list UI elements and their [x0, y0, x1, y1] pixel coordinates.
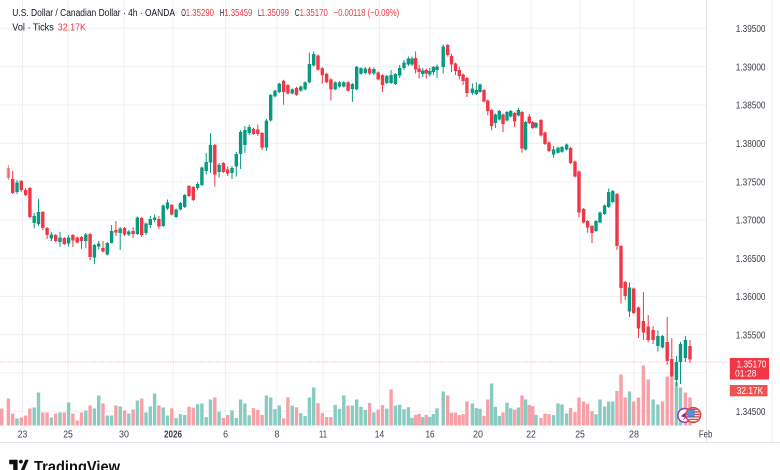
svg-text:11: 11 [319, 430, 327, 441]
svg-text:1.39000: 1.39000 [736, 62, 766, 73]
svg-text:1.38000: 1.38000 [736, 139, 766, 150]
svg-text:1.35500: 1.35500 [736, 330, 766, 341]
svg-text:22: 22 [526, 430, 536, 441]
svg-text:2026: 2026 [164, 430, 182, 441]
svg-text:H: H [220, 8, 225, 19]
svg-text:−0.00118 (−0.09%): −0.00118 (−0.09%) [334, 8, 400, 19]
svg-text:1.38500: 1.38500 [736, 101, 766, 112]
svg-text:U.S. Dollar / Canadian Dollar: U.S. Dollar / Canadian Dollar · 4h · OAN… [12, 8, 175, 19]
svg-text:Vol · Ticks: Vol · Ticks [12, 23, 54, 34]
svg-text:32.17K: 32.17K [737, 386, 764, 397]
svg-text:1.37000: 1.37000 [736, 216, 766, 227]
svg-text:25: 25 [63, 430, 73, 441]
svg-text:O: O [181, 8, 186, 19]
svg-text:25: 25 [575, 430, 585, 441]
svg-text:30: 30 [119, 430, 129, 441]
svg-text:8: 8 [275, 430, 280, 441]
svg-text:32.17K: 32.17K [58, 23, 86, 34]
svg-text:1.36500: 1.36500 [736, 254, 766, 265]
svg-text:L: L [258, 8, 261, 19]
svg-text:1.36000: 1.36000 [736, 292, 766, 303]
svg-text:16: 16 [426, 430, 435, 441]
svg-text:1.35170: 1.35170 [737, 359, 767, 370]
svg-text:01:28: 01:28 [735, 368, 757, 379]
svg-text:1.39500: 1.39500 [736, 24, 766, 35]
svg-text:6: 6 [223, 430, 228, 441]
svg-text:1.34500: 1.34500 [736, 407, 766, 418]
svg-text:23: 23 [18, 430, 28, 441]
svg-text:1.35099: 1.35099 [261, 8, 290, 19]
svg-text:C: C [295, 8, 300, 19]
svg-text:20: 20 [473, 430, 483, 441]
svg-text:1.35290: 1.35290 [186, 8, 215, 19]
svg-text:14: 14 [375, 430, 385, 441]
svg-text:28: 28 [629, 430, 639, 441]
svg-text:1.35459: 1.35459 [224, 8, 253, 19]
svg-text:1.37500: 1.37500 [736, 177, 766, 188]
svg-text:TradingView: TradingView [34, 459, 121, 470]
svg-text:1.35170: 1.35170 [300, 8, 329, 19]
svg-text:Feb: Feb [699, 430, 713, 441]
